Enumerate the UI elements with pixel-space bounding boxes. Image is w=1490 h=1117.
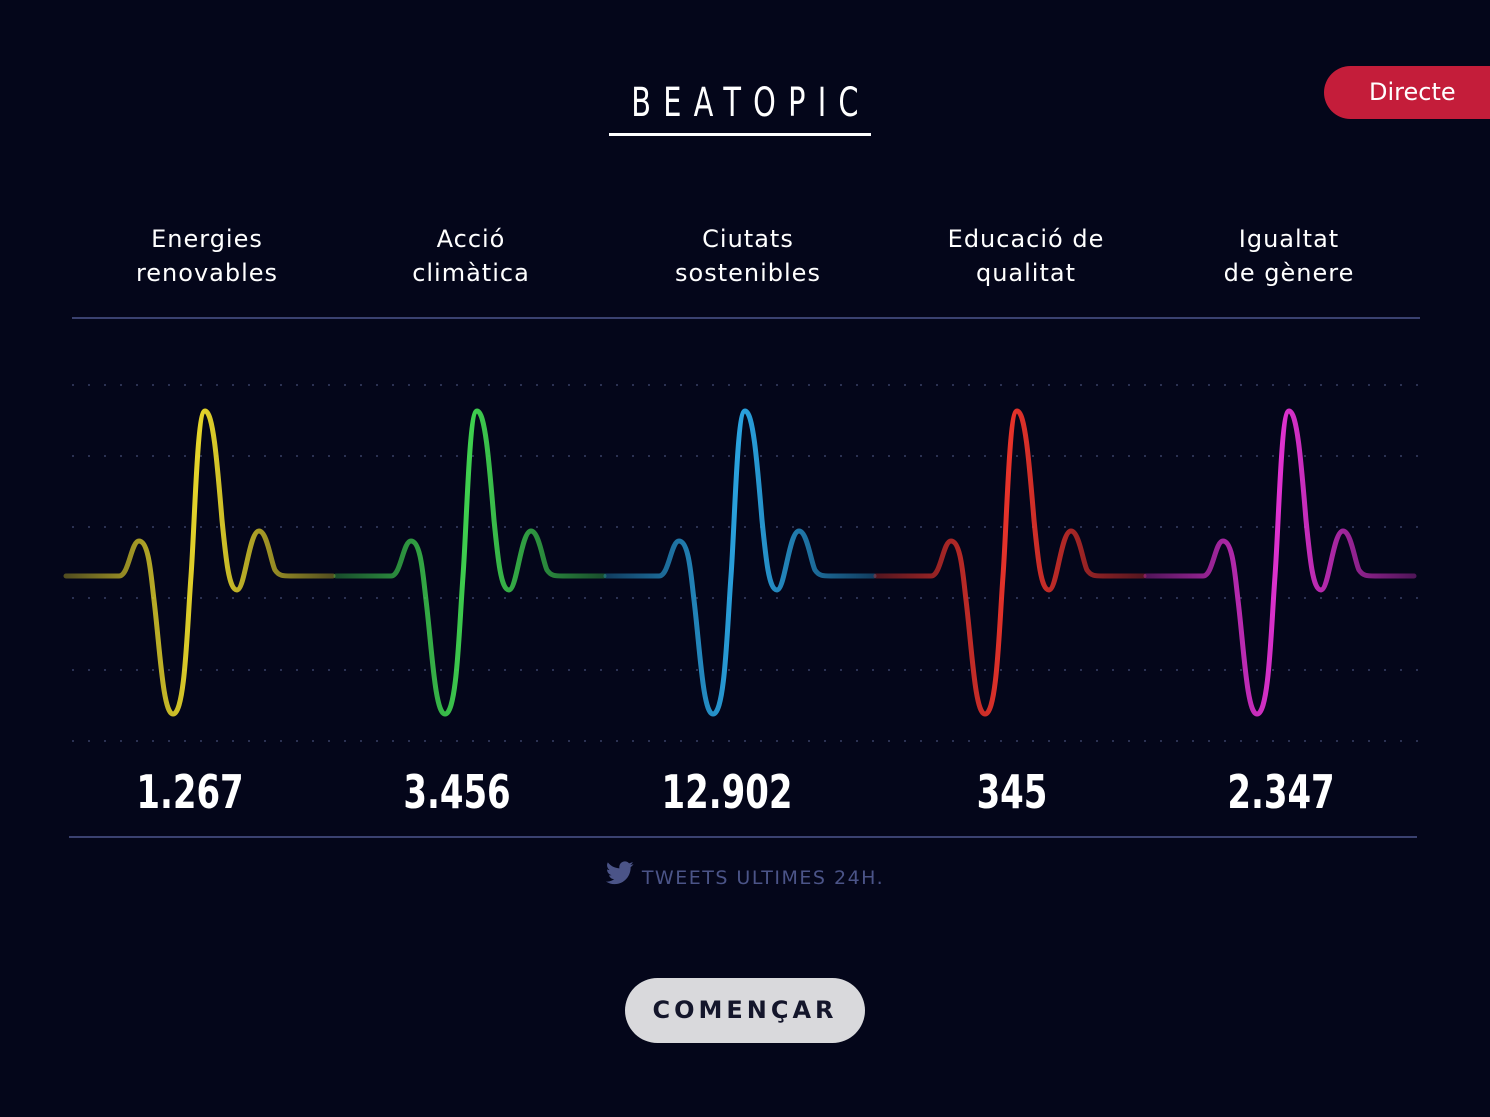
twitter-bird-icon [605, 860, 634, 893]
topic-label-line1: Educació de [947, 225, 1105, 253]
live-button[interactable]: Directe [1324, 66, 1490, 119]
brand-underline [609, 133, 871, 136]
heartbeat-wave [333, 408, 607, 717]
bottom-divider [69, 836, 1417, 838]
tweet-count: 12.902 [661, 765, 793, 819]
topic-label-line2: renovables [135, 259, 279, 287]
tweets-footnote: TWEETS ULTIMES 24H. [0, 860, 1490, 893]
topic-label-energies: Energies renovables [77, 222, 337, 290]
topic-label-line1: Igualtat [1238, 225, 1340, 253]
topic-label-line2: de gènere [1223, 259, 1355, 287]
brand: BEATOPIC [0, 80, 1490, 126]
brand-title: BEATOPIC [631, 80, 871, 126]
topic-label-educacio: Educació de qualitat [896, 222, 1156, 290]
tweet-count: 2.347 [1227, 765, 1335, 819]
topic-label-accio: Acció climàtica [341, 222, 601, 290]
topic-label-line2: qualitat [975, 259, 1076, 287]
start-button[interactable]: COMENÇAR [625, 978, 865, 1043]
topic-label-line2: climàtica [412, 259, 530, 287]
heartbeat-wave [63, 408, 336, 717]
topic-label-line1: Acció [436, 225, 506, 253]
topic-label-line1: Ciutats [702, 225, 794, 253]
topic-label-ciutats: Ciutats sostenibles [618, 222, 878, 290]
heartbeat-waves [63, 384, 1420, 742]
heartbeat-wave [1143, 408, 1417, 717]
top-divider [72, 317, 1420, 319]
heartbeat-wave [873, 408, 1147, 717]
topic-label-line1: Energies [151, 225, 263, 253]
topic-label-igualtat: Igualtat de gènere [1159, 222, 1419, 290]
tweet-count: 345 [976, 765, 1048, 819]
tweet-count: 1.267 [136, 765, 244, 819]
heartbeat-wave [603, 408, 877, 717]
topic-label-line2: sostenibles [675, 259, 821, 287]
footnote-text: TWEETS ULTIMES 24H. [641, 867, 885, 889]
tweet-count: 3.456 [403, 765, 511, 819]
